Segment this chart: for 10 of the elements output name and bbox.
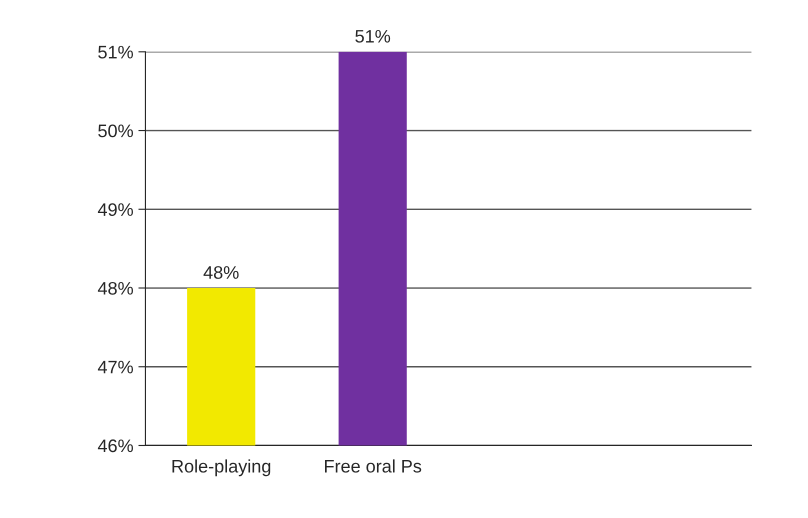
data-label: 51% [355,30,390,43]
data-label: 48% [204,266,239,279]
y-tick-label: 48% [98,282,133,295]
y-tick-label: 46% [98,439,133,452]
y-tick-label: 49% [98,203,133,216]
y-tick-label: 51% [98,46,133,59]
x-tick-label: Role-playing [172,459,270,476]
y-tick-label: 47% [98,360,133,374]
y-tick-label: 50% [98,124,133,138]
x-tick-label: Free oral Ps [325,459,422,473]
